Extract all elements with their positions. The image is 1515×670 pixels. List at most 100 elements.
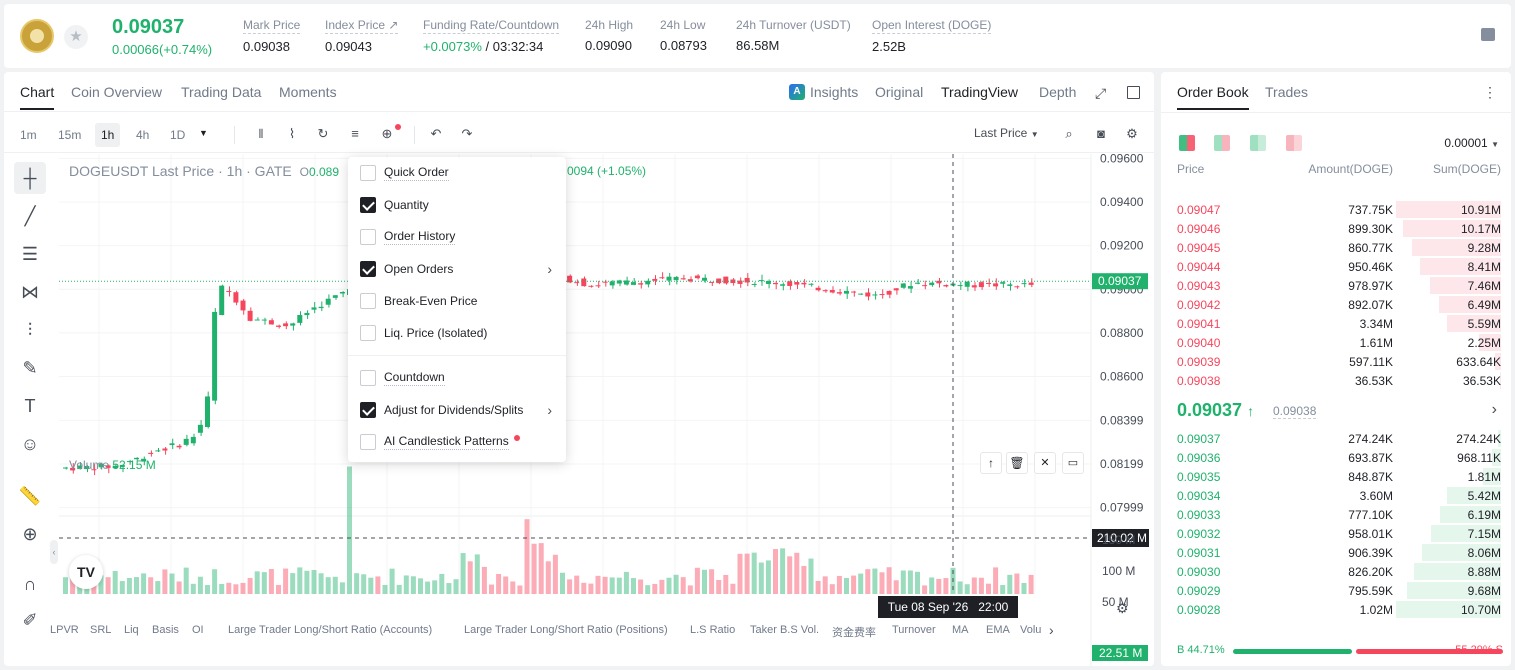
checkbox[interactable] — [360, 293, 376, 309]
indicator-5[interactable]: Large Trader Long/Short Ratio (Accounts) — [228, 624, 433, 636]
stat-open-interest[interactable]: Open Interest (DOGE) 2.52B — [872, 18, 992, 54]
menu-item-liq-price[interactable]: Liq. Price (Isolated) — [348, 317, 566, 349]
favorite-star-icon[interactable]: ★ — [64, 25, 88, 49]
move-up-icon[interactable]: ↑ — [980, 452, 1002, 474]
undo-icon[interactable]: ↶ — [430, 126, 442, 141]
replay-icon[interactable]: ↻ — [317, 126, 329, 141]
view-split-icon[interactable] — [1214, 135, 1230, 151]
ask-row[interactable]: 0.09047 737.75K 10.91M — [1161, 200, 1511, 219]
stat-index-price[interactable]: Index Price ↗ 0.09043 — [325, 18, 399, 54]
menu-item-quick-order[interactable]: Quick Order — [348, 157, 566, 189]
orderbook-last-price[interactable]: 0.09037 ↑ — [1177, 400, 1255, 420]
trend-line-icon[interactable]: ╱ — [24, 205, 36, 226]
bid-row[interactable]: 0.09028 1.02M 10.70M — [1161, 600, 1511, 619]
menu-item-order-history[interactable]: Order History — [348, 221, 566, 253]
ask-row[interactable]: 0.09044 950.46K 8.41M — [1161, 257, 1511, 276]
tab-original[interactable]: Original — [875, 84, 924, 100]
stat-mark-price[interactable]: Mark Price 0.09038 — [243, 18, 301, 54]
ruler-icon[interactable]: 📏 — [18, 485, 42, 506]
zoom-in-icon[interactable]: ⊕ — [22, 523, 38, 544]
checkbox[interactable] — [360, 402, 376, 418]
menu-item-quantity[interactable]: Quantity — [348, 189, 566, 221]
view-bids-icon[interactable] — [1250, 135, 1266, 151]
tab-order-book[interactable]: Order Book — [1177, 84, 1249, 110]
menu-item-break-even[interactable]: Break-Even Price — [348, 285, 566, 317]
collapse-toolbar-icon[interactable]: ‹ — [50, 540, 58, 564]
stat-funding-rate[interactable]: Funding Rate/Countdown +0.0073% / 03:32:… — [423, 18, 560, 54]
collapse-pane-icon[interactable]: ✕ — [1034, 452, 1056, 474]
menu-item-countdown[interactable]: Countdown — [348, 362, 566, 394]
bid-row[interactable]: 0.09029 795.59K 9.68M — [1161, 581, 1511, 600]
emoji-icon[interactable]: ☺ — [20, 433, 40, 454]
timeframe-1d[interactable]: 1D — [170, 128, 186, 142]
ask-row[interactable]: 0.09046 899.30K 10.17M — [1161, 219, 1511, 238]
tab-insights[interactable]: Insights — [810, 84, 859, 100]
menu-item-ai-candlestick[interactable]: AI Candlestick Patterns — [348, 426, 566, 458]
checkbox[interactable] — [360, 434, 376, 450]
checkbox[interactable] — [360, 370, 376, 386]
crosshair-icon[interactable]: ┼ — [14, 162, 46, 194]
bid-row[interactable]: 0.09032 958.01K 7.15M — [1161, 524, 1511, 543]
timeframe-dropdown-icon[interactable]: ▼ — [199, 128, 208, 138]
camera-icon[interactable]: ◙ — [1097, 126, 1105, 141]
tab-tradingview[interactable]: TradingView — [941, 84, 1019, 100]
indicator-11[interactable]: MA — [952, 624, 969, 636]
checkbox[interactable] — [360, 261, 376, 277]
price-type-select[interactable]: Last Price ▼ — [974, 126, 1039, 140]
tab-depth[interactable]: Depth — [1039, 84, 1077, 100]
tab-coin-overview[interactable]: Coin Overview — [71, 84, 163, 100]
indicator-3[interactable]: Basis — [152, 624, 179, 636]
view-asks-icon[interactable] — [1286, 135, 1302, 151]
add-plus-icon[interactable]: ⊕ — [381, 126, 393, 141]
indicator-4[interactable]: OI — [192, 624, 204, 636]
indicator-2[interactable]: Liq — [124, 624, 139, 636]
bid-row[interactable]: 0.09036 693.87K 968.11K — [1161, 448, 1511, 467]
indicator-12[interactable]: EMA — [986, 624, 1010, 636]
indicators-icon[interactable]: ⌇ — [288, 126, 296, 141]
search-icon[interactable]: ⌕ — [1065, 126, 1073, 141]
bid-row[interactable]: 0.09030 826.20K 8.88M — [1161, 562, 1511, 581]
indicator-8[interactable]: Taker B.S Vol. — [750, 624, 820, 636]
axis-settings-icon[interactable]: ⚙ — [1116, 600, 1129, 616]
text-tool-icon[interactable]: T — [24, 395, 36, 416]
timeframe-1m[interactable]: 1m — [20, 128, 37, 142]
checkbox[interactable] — [360, 165, 376, 181]
tab-trading-data[interactable]: Trading Data — [181, 84, 262, 100]
menu-item-open-orders[interactable]: Open Orders › — [348, 253, 566, 285]
redo-icon[interactable]: ↷ — [461, 126, 473, 141]
scroll-right-icon[interactable]: › — [1049, 622, 1054, 638]
indicator-1[interactable]: SRL — [90, 624, 112, 636]
menu-item-adjust-dividends[interactable]: Adjust for Dividends/Splits › — [348, 394, 566, 426]
indicator-13[interactable]: Volu — [1020, 624, 1042, 636]
more-options-icon[interactable]: ⋮ — [1483, 84, 1497, 100]
ask-row[interactable]: 0.09043 978.97K 7.46M — [1161, 276, 1511, 295]
ask-row[interactable]: 0.09045 860.77K 9.28M — [1161, 238, 1511, 257]
indicator-6[interactable]: Large Trader Long/Short Ratio (Positions… — [464, 624, 668, 636]
window-mode-icon[interactable] — [1127, 86, 1140, 99]
indicator-0[interactable]: LPVR — [50, 624, 79, 636]
brush-icon[interactable]: ✎ — [22, 357, 38, 378]
pattern-icon[interactable]: ⋈ — [21, 281, 39, 302]
chevron-right-icon[interactable]: › — [1491, 401, 1497, 418]
ask-row[interactable]: 0.09040 1.61M 2.25M — [1161, 333, 1511, 352]
maximize-pane-icon[interactable]: ▭ — [1062, 452, 1084, 474]
indicator-7[interactable]: L.S Ratio — [690, 624, 736, 636]
magnet-icon[interactable]: ∩ — [23, 573, 37, 594]
ask-row[interactable]: 0.09041 3.34M 5.59M — [1161, 314, 1511, 333]
view-both-icon[interactable] — [1179, 135, 1195, 151]
ask-row[interactable]: 0.09042 892.07K 6.49M — [1161, 295, 1511, 314]
tab-chart[interactable]: Chart — [20, 84, 55, 110]
tab-moments[interactable]: Moments — [279, 84, 337, 100]
tab-trades[interactable]: Trades — [1265, 84, 1309, 100]
indicator-9[interactable]: 资金费率 — [832, 627, 876, 639]
checkbox[interactable] — [360, 197, 376, 213]
template-icon[interactable]: ≡ — [351, 126, 359, 141]
candle-type-icon[interactable]: 𝍪 — [258, 126, 264, 141]
price-chart[interactable]: 0.096000.094000.092000.090000.088000.086… — [59, 154, 1149, 666]
bid-row[interactable]: 0.09035 848.87K 1.81M — [1161, 467, 1511, 486]
bid-row[interactable]: 0.09031 906.39K 8.06M — [1161, 543, 1511, 562]
indicator-10[interactable]: Turnover — [892, 624, 936, 636]
bid-row[interactable]: 0.09034 3.60M 5.42M — [1161, 486, 1511, 505]
settings-gear-icon[interactable]: ⚙ — [1126, 126, 1138, 141]
checkbox[interactable] — [360, 325, 376, 341]
